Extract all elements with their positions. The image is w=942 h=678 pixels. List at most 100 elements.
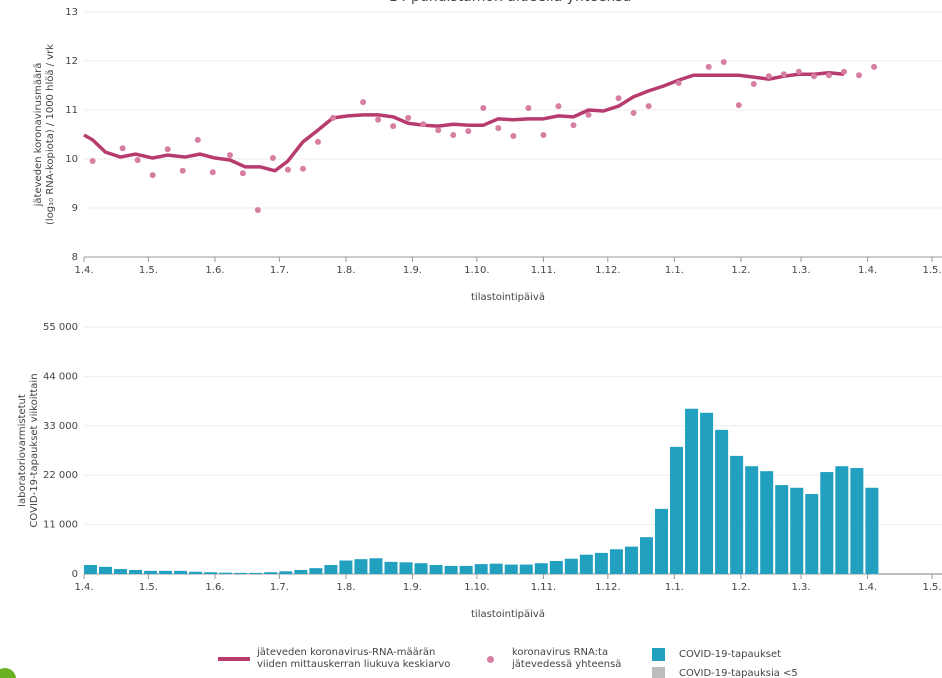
dot (119, 145, 126, 152)
x-tick-label: 1.12. (595, 265, 620, 276)
dot (856, 72, 863, 79)
bar (594, 552, 608, 574)
bar (564, 558, 578, 574)
dot (705, 63, 712, 70)
y-axis-label: COVID-19-tapaukset viikoittain (29, 373, 40, 527)
dot (465, 128, 472, 135)
bar (534, 563, 548, 574)
legend-swatch-bar (652, 648, 665, 661)
dot (480, 105, 487, 112)
dot (254, 206, 261, 213)
dot (239, 170, 246, 177)
dot (735, 102, 742, 109)
x-tick-label: 1.4. (74, 265, 93, 276)
dot (810, 73, 817, 80)
dot (765, 73, 772, 80)
dot (780, 71, 787, 78)
x-tick-label: 1.5. (922, 582, 941, 593)
bar (760, 471, 774, 574)
dot (525, 105, 532, 112)
bar (414, 563, 428, 574)
bar (670, 446, 684, 574)
dot (675, 80, 682, 87)
legend-label: koronavirus RNA:ta jätevedessä yhteensä (512, 647, 622, 670)
y-tick-label: 13 (65, 7, 78, 18)
bar (264, 572, 278, 574)
y-tick-label: 10 (65, 154, 78, 165)
bar (805, 494, 819, 574)
dot (226, 152, 233, 159)
x-tick-label: 1.1. (665, 265, 684, 276)
dot (750, 81, 757, 88)
bar (309, 568, 323, 574)
x-tick-label: 1.9. (403, 265, 422, 276)
dot (360, 99, 367, 106)
bar (865, 487, 879, 574)
dot (330, 114, 337, 121)
bar (174, 570, 188, 574)
legend-label: COVID-19-tapaukset (679, 649, 782, 660)
x-tick-label: 1.4. (74, 582, 93, 593)
bar (369, 558, 383, 574)
bar (129, 569, 143, 574)
dot (840, 68, 847, 75)
legend-label: COVID-19-tapauksia <5 (679, 668, 798, 678)
dot (795, 68, 802, 75)
dot (540, 131, 547, 138)
x-tick-label: 1.5. (922, 265, 941, 276)
y-tick-label: 8 (72, 252, 78, 263)
dot (645, 103, 652, 110)
dot (450, 131, 457, 138)
bar (489, 563, 503, 574)
y-axis-label: (log₁₀ RNA-kopiota) / 1000 hlöä / vrk (45, 44, 56, 225)
bar (639, 537, 653, 574)
dot (510, 132, 517, 139)
x-tick-label: 1.4. (858, 582, 877, 593)
bar (189, 571, 203, 574)
bar (459, 565, 473, 574)
bar (219, 572, 233, 574)
bar (324, 565, 338, 574)
bar (354, 559, 368, 574)
legend-swatch-dot (487, 656, 494, 663)
y-tick-label: 44 000 (43, 371, 78, 382)
legend-swatch-bar (652, 667, 665, 678)
chart-title: 14 puhdistamon alueella yhteensä (389, 0, 632, 5)
bar (294, 569, 308, 574)
logo (0, 668, 16, 678)
bar (279, 571, 293, 574)
bar (339, 560, 353, 574)
dot (134, 156, 141, 163)
dot (89, 157, 96, 164)
dot (209, 169, 216, 176)
bar (384, 561, 398, 574)
x-tick-label: 1.7. (270, 582, 289, 593)
x-tick-label: 1.2. (731, 582, 750, 593)
dot (630, 109, 637, 116)
bar (730, 455, 744, 574)
dot (194, 136, 201, 143)
y-axis-label: laboratoriovarmistetut (17, 394, 28, 507)
dot (179, 167, 186, 174)
legend-label: jäteveden koronavirus-RNA-määrän viiden … (257, 647, 451, 670)
dot (299, 165, 306, 172)
dot (585, 111, 592, 118)
bar (715, 429, 729, 574)
x-tick-label: 1.11. (531, 582, 556, 593)
dot (825, 72, 832, 79)
bar (83, 565, 97, 574)
x-tick-label: 1.8. (336, 582, 355, 593)
dot (720, 58, 727, 65)
x-tick-label: 1.12. (595, 582, 620, 593)
bar (399, 562, 413, 574)
x-tick-label: 1.10. (464, 582, 489, 593)
bar (98, 566, 112, 574)
bar (654, 508, 668, 574)
bar (519, 564, 533, 574)
y-tick-label: 12 (65, 56, 78, 67)
x-axis-label: tilastointipäivä (471, 292, 545, 303)
dot (495, 125, 502, 132)
bar (249, 572, 263, 574)
x-tick-label: 1.10. (464, 265, 489, 276)
